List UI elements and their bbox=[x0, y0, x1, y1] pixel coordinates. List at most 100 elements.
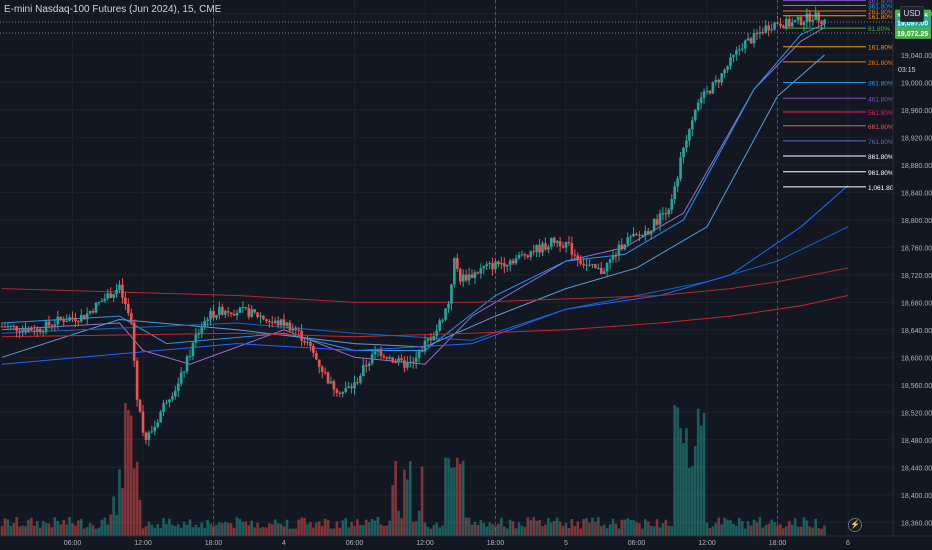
volume-bar bbox=[602, 524, 606, 536]
volume-bar bbox=[359, 525, 362, 536]
volume-bar bbox=[279, 523, 283, 536]
candle-body bbox=[132, 322, 136, 361]
symbol-title[interactable]: E-mini Nasdaq-100 Futures (Jun 2024), 15… bbox=[4, 4, 222, 15]
candle-body bbox=[0, 326, 4, 328]
candle-body bbox=[85, 313, 89, 320]
candle-body bbox=[538, 245, 541, 253]
candle-body bbox=[50, 325, 54, 327]
candle-body bbox=[235, 312, 239, 316]
fib-level-label: 61.80% bbox=[868, 26, 890, 33]
volume-bar bbox=[297, 519, 300, 536]
volume-bar bbox=[141, 528, 145, 536]
volume-bar bbox=[423, 522, 427, 536]
candle-body bbox=[696, 102, 700, 111]
volume-bar bbox=[497, 523, 500, 536]
candle-body bbox=[417, 351, 421, 358]
candle-body bbox=[9, 325, 13, 327]
candle-body bbox=[476, 272, 480, 274]
volume-bar bbox=[450, 467, 453, 536]
volume-bar bbox=[611, 518, 615, 536]
candle-body bbox=[467, 274, 471, 281]
volume-bar bbox=[344, 518, 347, 536]
volume-bar bbox=[320, 525, 324, 536]
candle-body bbox=[174, 390, 177, 397]
volume-bar bbox=[517, 522, 521, 536]
volume-bar bbox=[385, 525, 389, 536]
volume-bar bbox=[735, 525, 738, 536]
candle-body bbox=[699, 97, 703, 103]
fib-level-label: 961.80% bbox=[868, 170, 894, 177]
volume-bar bbox=[755, 522, 759, 536]
volume-bar bbox=[24, 526, 27, 536]
volume-bar bbox=[223, 521, 227, 536]
candle-body bbox=[15, 325, 18, 331]
fib-level-label: 661.80% bbox=[868, 124, 894, 131]
candle-body bbox=[44, 321, 48, 332]
candle-body bbox=[743, 40, 747, 49]
volume-bar bbox=[21, 525, 24, 536]
candle-body bbox=[799, 16, 803, 25]
volume-bar bbox=[752, 519, 756, 536]
price-label: 19,097.00 bbox=[897, 21, 928, 28]
fib-level-label: 361.80% bbox=[868, 80, 894, 87]
candle-body bbox=[414, 357, 418, 363]
candle-body bbox=[144, 432, 148, 441]
volume-bar bbox=[250, 520, 253, 536]
volume-bar bbox=[112, 496, 115, 536]
volume-bar bbox=[561, 525, 565, 536]
candle-body bbox=[317, 359, 321, 367]
candle-body bbox=[300, 330, 303, 341]
candle-body bbox=[80, 314, 83, 322]
fibonacci-extension[interactable]: 461.80%361.80%261.80%161.80%61.80%161.80… bbox=[777, 0, 900, 536]
candle-body bbox=[541, 243, 544, 253]
volume-bar bbox=[118, 469, 121, 536]
volume-bar bbox=[27, 519, 30, 536]
candle-body bbox=[226, 311, 230, 313]
candle-body bbox=[253, 309, 256, 313]
candle-body bbox=[599, 267, 603, 274]
volume-bar bbox=[796, 526, 800, 536]
volume-bar bbox=[570, 518, 574, 536]
candle-body bbox=[256, 312, 259, 317]
candle-body bbox=[738, 49, 741, 51]
currency-button[interactable]: USD bbox=[900, 6, 924, 22]
candle-body bbox=[617, 244, 621, 256]
volume-bar bbox=[811, 527, 815, 536]
volume-bar bbox=[664, 519, 668, 536]
volume-bar bbox=[520, 525, 524, 536]
fib-level-label: 161.80% bbox=[868, 45, 894, 52]
volume-bar bbox=[317, 521, 321, 536]
time-axis[interactable]: 06:00 12:00 18:00 4 06:00 12:00 18:00 5 06:00 12:… bbox=[0, 535, 932, 550]
candle-body bbox=[441, 319, 444, 321]
volume-bar bbox=[535, 520, 538, 536]
volume-bar bbox=[661, 523, 665, 536]
candle-body bbox=[165, 402, 168, 404]
candle-body bbox=[488, 263, 491, 265]
volume-bar bbox=[212, 525, 215, 536]
volume-bar bbox=[567, 527, 571, 536]
volume-bar bbox=[617, 528, 621, 536]
volume-bar bbox=[558, 521, 562, 536]
candle-body bbox=[505, 264, 509, 267]
candle-body bbox=[652, 219, 656, 231]
candle-body bbox=[594, 264, 597, 269]
candle-body bbox=[162, 403, 165, 413]
volume-bar bbox=[723, 517, 726, 536]
price-axis[interactable]: 18,360.00 18,400.00 18,440.00 18,480.00 18,5… bbox=[892, 0, 932, 550]
volume-bar bbox=[623, 519, 627, 536]
candle-body bbox=[279, 319, 283, 326]
lightning-icon[interactable]: ⚡ bbox=[848, 518, 862, 532]
volume-bar bbox=[391, 485, 394, 536]
candle-body bbox=[100, 300, 104, 303]
candle-body bbox=[805, 13, 809, 23]
volume-bar bbox=[241, 521, 245, 536]
candle-body bbox=[717, 79, 721, 83]
candle-body bbox=[535, 245, 538, 253]
volume-bar bbox=[649, 525, 653, 536]
volume-bar bbox=[276, 523, 280, 536]
volume-bar bbox=[582, 518, 585, 536]
candle-body bbox=[223, 311, 227, 315]
candle-body bbox=[244, 307, 248, 309]
candle-body bbox=[176, 383, 180, 391]
